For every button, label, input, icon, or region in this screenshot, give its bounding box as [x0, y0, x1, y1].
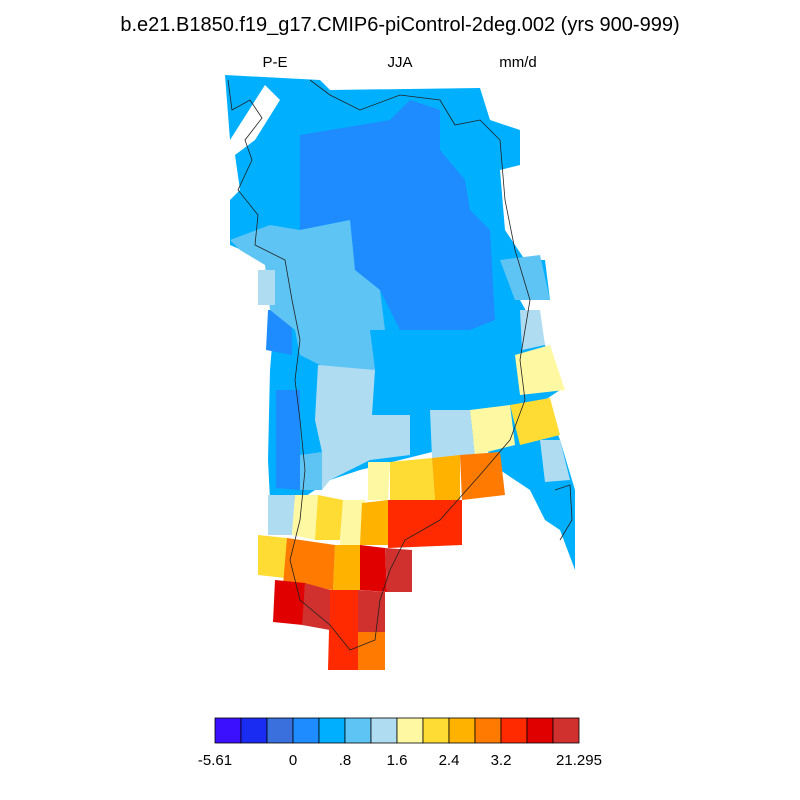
- colorbar-box: [266, 717, 294, 744]
- map-cell: [315, 365, 410, 490]
- right-label: mm/d: [499, 54, 537, 71]
- map-cell: [358, 632, 385, 670]
- map-cell: [540, 440, 570, 482]
- map-cell: [510, 398, 560, 445]
- map-cell: [230, 220, 385, 410]
- colorbar-label: 21.295: [556, 752, 602, 769]
- map-cell: [520, 310, 545, 350]
- map-cell: [268, 495, 295, 535]
- map-cell: [276, 390, 300, 490]
- colorbar-box: [500, 717, 528, 744]
- map-cell: [385, 548, 412, 592]
- colorbar-label: -5.61: [198, 752, 232, 769]
- colorbar-box: [292, 717, 320, 744]
- center-label: JJA: [387, 54, 412, 71]
- map-cell: [388, 500, 462, 548]
- colorbar-label: 0: [289, 752, 297, 769]
- map-cell: [358, 590, 385, 632]
- colorbar-box: [240, 717, 268, 744]
- map-cell: [273, 580, 305, 625]
- map-cell: [258, 535, 287, 578]
- colorbar-box: [344, 717, 372, 744]
- colorbar-label: 2.4: [439, 752, 460, 769]
- title: b.e21.B1850.f19_g17.CMIP6-piControl-2deg…: [120, 14, 679, 36]
- map: [225, 75, 575, 670]
- map-cell: [430, 410, 475, 458]
- colorbar-box: [370, 717, 398, 744]
- left-label: P-E: [262, 54, 287, 71]
- map-cell: [368, 462, 390, 500]
- map-cell: [300, 452, 322, 490]
- map-cell: [333, 545, 360, 590]
- map-cell: [315, 495, 343, 540]
- map-cell: [300, 100, 495, 330]
- colorbar-label: 1.6: [387, 752, 408, 769]
- colorbar-box: [396, 717, 424, 744]
- colorbar-label: 3.2: [491, 752, 512, 769]
- colorbar-box: [526, 717, 554, 744]
- map-cell: [470, 405, 515, 455]
- map-cell: [292, 495, 318, 540]
- colorbar-label: .8: [339, 752, 352, 769]
- map-cell: [360, 500, 388, 545]
- colorbar-box: [318, 717, 346, 744]
- map-cell: [515, 345, 565, 395]
- map-cell: [283, 538, 335, 590]
- coastline: [227, 79, 531, 651]
- map-cell: [432, 455, 460, 500]
- map-cell: [390, 458, 435, 500]
- colorbar-box: [214, 717, 242, 744]
- map-cell: [460, 452, 505, 500]
- map-cell: [258, 270, 275, 305]
- colorbar-box: [422, 717, 450, 744]
- colorbar-box: [448, 717, 476, 744]
- map-cell: [340, 500, 365, 545]
- colorbar-box: [552, 717, 580, 744]
- coastline: [554, 484, 573, 541]
- colorbar-box: [474, 717, 502, 744]
- colorbar: -5.61 0 .8 1.6 2.4 3.2 21.295: [198, 717, 602, 769]
- map-cell: [360, 545, 387, 592]
- map-cell: [500, 255, 550, 300]
- map-cell: [328, 590, 358, 670]
- map-cell: [302, 583, 330, 630]
